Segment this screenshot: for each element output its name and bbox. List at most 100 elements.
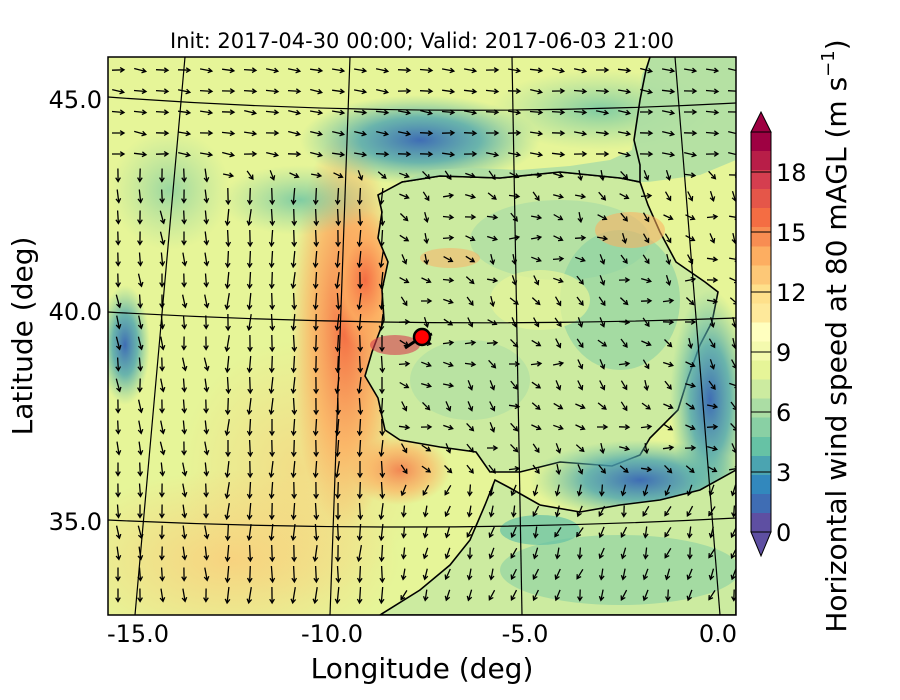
wind-arrow [375, 109, 390, 116]
wind-arrow [685, 297, 695, 306]
wind-arrow [620, 568, 627, 581]
wind-arrow [531, 381, 542, 389]
wind-arrow [181, 525, 188, 540]
wind-arrow [619, 193, 630, 200]
wind-arrow [708, 380, 716, 391]
wind-arrow [442, 88, 456, 95]
wind-arrow [159, 420, 166, 435]
wind-arrow [335, 208, 342, 227]
wind-arrow [181, 483, 188, 498]
wind-arrow [203, 210, 210, 225]
wind-arrow [553, 402, 564, 410]
wind-arrow [708, 484, 715, 497]
wind-arrow [222, 172, 235, 179]
wind-arrow [422, 170, 431, 180]
wind-arrow [708, 590, 716, 601]
wind-arrow [243, 151, 258, 157]
wind-arrow [706, 67, 720, 74]
wind-arrow [599, 169, 606, 182]
wind-arrow [290, 524, 297, 542]
wind-arrow [730, 422, 736, 431]
wind-arrow [531, 256, 542, 263]
wind-arrow [555, 443, 562, 454]
wind-arrow [115, 336, 122, 351]
wind-arrow [291, 481, 297, 500]
wind-arrow [159, 399, 165, 414]
wind-arrow [596, 235, 609, 242]
wind-arrow [357, 502, 364, 521]
wind-arrow [332, 88, 346, 95]
colorbar-tick-label: 0 [776, 519, 791, 547]
wind-arrow [115, 567, 121, 582]
wind-arrow [421, 298, 433, 304]
wind-arrow [397, 151, 412, 157]
wind-arrow [577, 169, 584, 182]
wind-arrow [530, 88, 544, 95]
wind-arrow [112, 130, 126, 136]
wind-arrow [577, 589, 583, 602]
wind-arrow [552, 360, 565, 367]
wind-arrow [442, 277, 455, 283]
wind-arrow [422, 589, 429, 602]
wind-arrow [378, 523, 385, 542]
wind-vector-field [111, 67, 736, 605]
wind-arrow [444, 505, 451, 518]
wind-arrow [598, 296, 606, 307]
wind-arrow [575, 403, 586, 410]
wind-arrow [618, 424, 631, 430]
wind-arrow [335, 523, 342, 542]
wind-arrow [224, 334, 231, 353]
wind-arrow [115, 462, 121, 477]
wind-arrow [532, 526, 539, 539]
wind-arrow [378, 188, 385, 206]
lon-tick-label: -5.0 [502, 620, 549, 648]
wind-arrow [356, 229, 363, 248]
wind-arrow [115, 483, 121, 498]
wind-arrow [287, 67, 302, 74]
wind-arrow [246, 502, 253, 521]
wind-arrow [662, 130, 676, 137]
wind-arrow [463, 130, 478, 136]
wind-arrow [620, 589, 628, 602]
wind-arrow [310, 151, 324, 158]
wind-arrow [137, 210, 143, 225]
colorbar-label-close: ) [820, 39, 853, 50]
wind-arrow [334, 460, 341, 479]
wind-arrow [620, 212, 629, 222]
wind-arrow [554, 589, 561, 602]
wind-arrow [508, 234, 521, 241]
wind-arrow [115, 378, 122, 393]
wind-arrow [442, 151, 456, 158]
wind-arrow [597, 339, 608, 347]
wind-arrow [137, 483, 144, 498]
wind-arrow [357, 397, 364, 416]
wind-arrow [159, 231, 166, 246]
wind-arrow [309, 109, 324, 116]
wind-arrow [489, 422, 496, 433]
wind-arrow [728, 465, 736, 472]
wind-arrow [397, 109, 412, 116]
wind-arrow [203, 441, 210, 456]
wind-arrow [729, 297, 736, 305]
wind-arrow [419, 151, 434, 157]
wind-arrow [378, 503, 385, 521]
wind-arrow [662, 298, 675, 304]
wind-arrow [312, 292, 319, 311]
wind-arrow [199, 151, 214, 158]
wind-arrow [419, 130, 434, 136]
wind-arrow [375, 67, 390, 74]
wind-arrow [530, 172, 543, 178]
wind-arrow [203, 189, 210, 204]
wind-arrow [555, 463, 562, 476]
wind-arrow [598, 191, 607, 201]
wind-arrow [530, 361, 543, 367]
wind-arrow [335, 544, 341, 563]
wind-arrow [181, 462, 188, 477]
wind-arrow [665, 275, 672, 286]
wind-arrow [313, 481, 319, 500]
wind-arrow [203, 546, 210, 561]
wind-arrow [203, 525, 210, 540]
wind-arrow [642, 212, 650, 223]
wind-arrow [244, 130, 258, 137]
